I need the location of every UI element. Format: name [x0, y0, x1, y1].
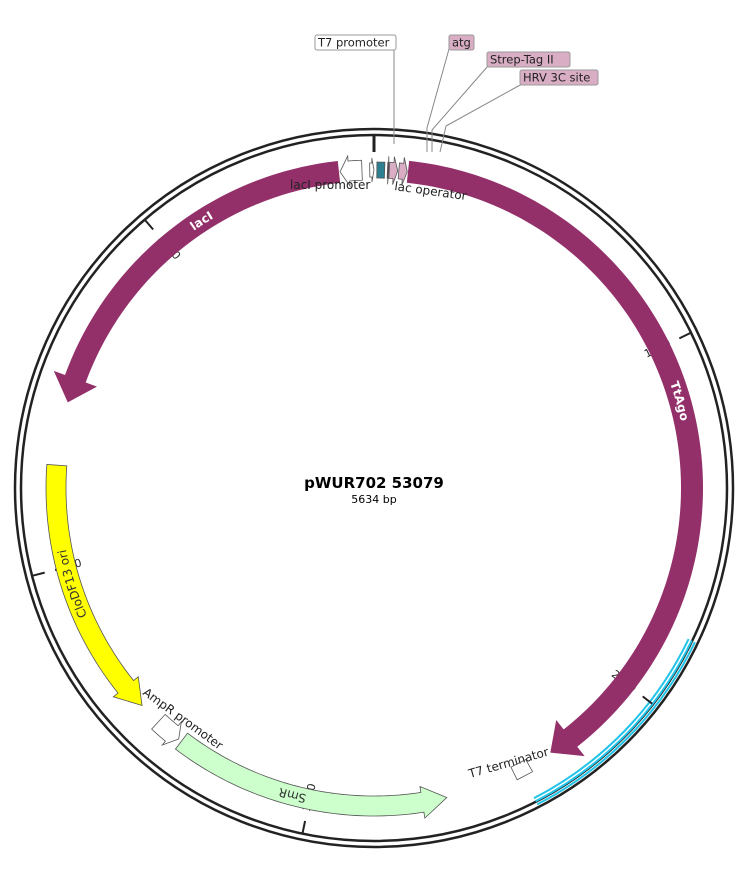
feature-atg [386, 156, 390, 185]
plasmid-size: 5634 bp [351, 493, 396, 506]
feature-lac-operator [376, 161, 386, 179]
callout-leader-strep [431, 65, 489, 152]
tick-5000 [144, 219, 154, 231]
tick-3000 [301, 820, 307, 833]
laci-promoter-label: lacI promoter [290, 178, 370, 192]
callout-box-hrv [519, 69, 599, 86]
highlight-arc [533, 638, 696, 806]
callout-box-t7-promoter [314, 34, 397, 51]
feature-laci [53, 161, 341, 403]
backbone-inner [19, 133, 729, 843]
highlight-arc-line-2 [533, 638, 690, 800]
callout-box-atg [448, 34, 475, 51]
feature-ttago [406, 160, 703, 757]
callout-text-atg: atg [452, 36, 471, 50]
tick-2000 [642, 695, 653, 705]
feature-clodf13-ori [45, 463, 143, 707]
feature-ampr-promoter [151, 713, 182, 746]
feature-laci-promoter [339, 154, 363, 188]
plasmid-name: pWUR702 53079 [304, 474, 444, 492]
highlight-arc-line-1 [535, 640, 693, 803]
t7-terminator-label: T7 terminator [466, 745, 550, 782]
feature-hrv-3c-site [397, 157, 408, 186]
tick-4000 [32, 571, 45, 577]
feature-strep-tag-ii [388, 156, 399, 185]
tick-1000 [678, 332, 691, 340]
backbone-outer [13, 127, 735, 849]
callouts: T7 promoter atg Strep-Tag II HRV 3C site [314, 34, 599, 153]
callout-leader-atg [426, 48, 450, 152]
callout-text-hrv: HRV 3C site [523, 71, 590, 85]
highlight-arc-line-0 [536, 641, 696, 806]
feature-smr [174, 732, 448, 819]
callout-leader-hrv [439, 83, 523, 153]
feature-t7-promoter [369, 157, 375, 183]
callout-text-t7-promoter: T7 promoter [317, 36, 390, 50]
callout-box-strep [486, 51, 571, 68]
callout-text-strep: Strep-Tag II [490, 53, 554, 67]
feature-t7-terminator [510, 758, 534, 781]
